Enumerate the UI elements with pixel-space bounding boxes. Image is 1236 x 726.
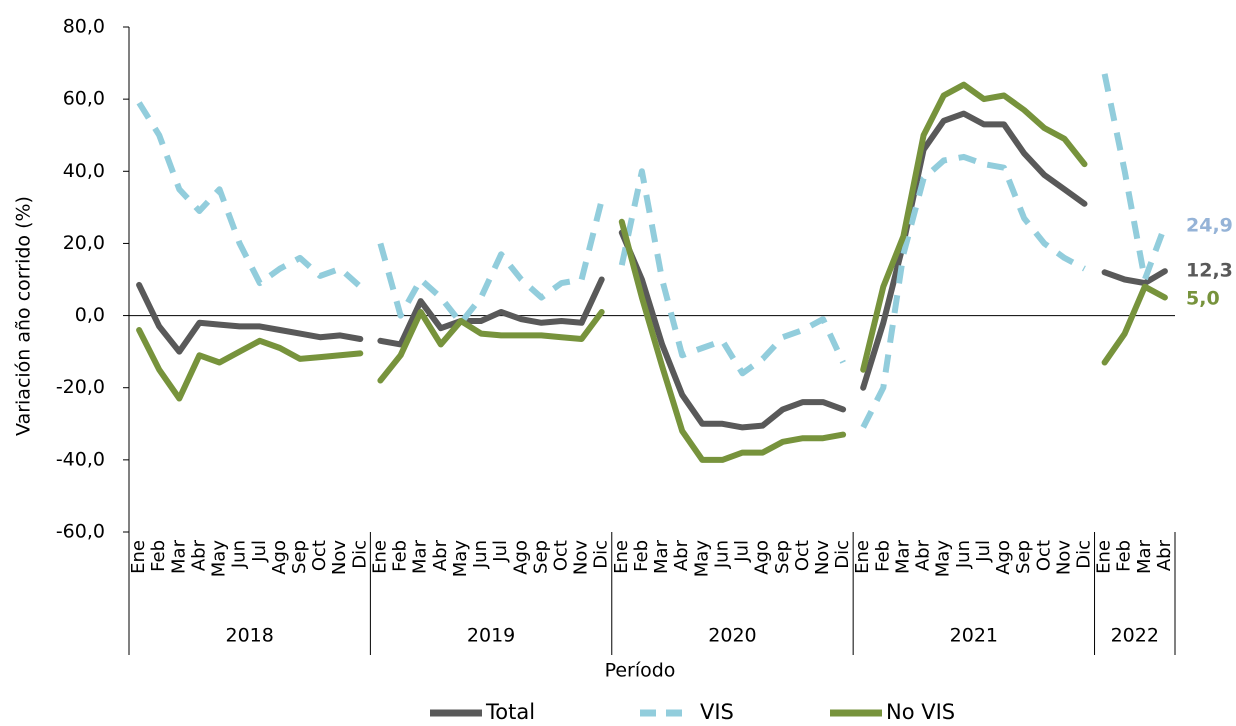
y-tick-label: 80,0 <box>63 16 105 38</box>
group-label: 2020 <box>708 625 756 647</box>
y-tick-label: 40,0 <box>63 160 105 182</box>
x-tick-label: Ene <box>1094 540 1115 574</box>
series-line <box>1101 283 1168 366</box>
series-line <box>136 281 364 355</box>
x-axis-title: Período <box>605 660 676 682</box>
x-tick-label: Ago <box>269 540 290 575</box>
series-line <box>618 229 847 431</box>
x-tick-label: Mar <box>410 539 431 574</box>
y-tick-label: 20,0 <box>63 232 105 254</box>
x-tick-label: Oct <box>1033 540 1054 571</box>
x-tick-label: Mar <box>892 539 913 574</box>
x-tick-label: Jul <box>973 540 994 563</box>
series-line <box>377 199 605 326</box>
x-tick-label: Ene <box>611 540 632 574</box>
group-label: 2018 <box>226 625 274 647</box>
x-tick-label: Abr <box>913 539 934 571</box>
x-tick-label: Mar <box>1134 539 1155 574</box>
x-tick-label: Oct <box>550 540 571 571</box>
x-tick-label: Jun <box>711 540 732 569</box>
x-tick-label: Feb <box>1114 540 1135 572</box>
x-tick-label: Abr <box>1154 539 1175 571</box>
x-tick-label: Ene <box>852 540 873 574</box>
x-tick-label: Dic <box>832 540 853 569</box>
x-tick-label: Sep <box>289 540 310 574</box>
x-tick-label: Nov <box>812 540 833 575</box>
x-tick-label: Jul <box>490 540 511 563</box>
x-tick-label: Mar <box>168 539 189 574</box>
x-tick-label: Ene <box>369 540 390 574</box>
x-tick-label: Ago <box>752 540 773 575</box>
series-line <box>136 101 363 289</box>
y-tick-label: -20,0 <box>56 376 105 398</box>
x-tick-label: Feb <box>148 540 169 572</box>
legend-label: Total <box>485 700 535 724</box>
x-tick-label: Sep <box>1013 540 1034 574</box>
x-tick-label: Nov <box>1053 540 1074 575</box>
x-tick-label: Sep <box>530 540 551 574</box>
x-tick-label: Ago <box>510 540 531 575</box>
x-tick-label: Feb <box>631 540 652 572</box>
series-line <box>377 276 605 348</box>
y-axis-title: Variación año corrido (%) <box>13 196 35 436</box>
x-tick-label: May <box>450 540 471 578</box>
x-tick-label: Jul <box>249 540 270 563</box>
y-tick-label: 60,0 <box>63 88 105 110</box>
x-tick-label: Dic <box>1073 540 1094 569</box>
series-line <box>618 218 847 463</box>
x-tick-label: Oct <box>792 540 813 571</box>
x-tick-label: Jun <box>953 540 974 569</box>
x-tick-label: Jun <box>229 540 250 569</box>
x-tick-label: Sep <box>772 540 793 574</box>
end-label: 12,3 <box>1186 260 1233 282</box>
series-line <box>1101 73 1168 283</box>
x-tick-label: Dic <box>591 540 612 569</box>
y-tick-label: -60,0 <box>56 521 105 543</box>
series-line <box>860 81 1088 373</box>
x-tick-label: Dic <box>349 540 370 569</box>
x-tick-label: May <box>209 540 230 578</box>
x-tick-label: Feb <box>390 540 411 572</box>
x-tick-label: Oct <box>309 540 330 571</box>
x-tick-label: Jun <box>470 540 491 569</box>
x-tick-label: Nov <box>329 540 350 575</box>
y-tick-label: -40,0 <box>56 448 105 470</box>
x-tick-label: Feb <box>872 540 893 572</box>
series-line <box>860 110 1088 391</box>
end-label: 5,0 <box>1186 288 1220 310</box>
series-line <box>377 309 605 384</box>
x-tick-label: May <box>691 540 712 578</box>
x-tick-label: May <box>933 540 954 578</box>
legend-label: VIS <box>700 700 734 724</box>
series-line <box>618 168 846 377</box>
group-label: 2021 <box>950 625 998 647</box>
legend-label: No VIS <box>886 700 955 724</box>
x-tick-label: Abr <box>671 539 692 571</box>
x-tick-label: Abr <box>188 539 209 571</box>
x-tick-label: Abr <box>430 539 451 571</box>
x-tick-label: Mar <box>651 539 672 574</box>
series-line <box>860 153 1086 429</box>
x-tick-label: Ago <box>993 540 1014 575</box>
x-tick-label: Ene <box>128 540 149 574</box>
end-label: 24,9 <box>1186 214 1233 236</box>
y-tick-label: 0,0 <box>75 304 105 326</box>
x-tick-label: Jul <box>732 540 753 563</box>
x-tick-label: Nov <box>571 540 592 575</box>
group-label: 2019 <box>467 625 515 647</box>
series-line <box>1101 268 1168 287</box>
group-label: 2022 <box>1111 625 1159 647</box>
series-line <box>136 327 364 402</box>
